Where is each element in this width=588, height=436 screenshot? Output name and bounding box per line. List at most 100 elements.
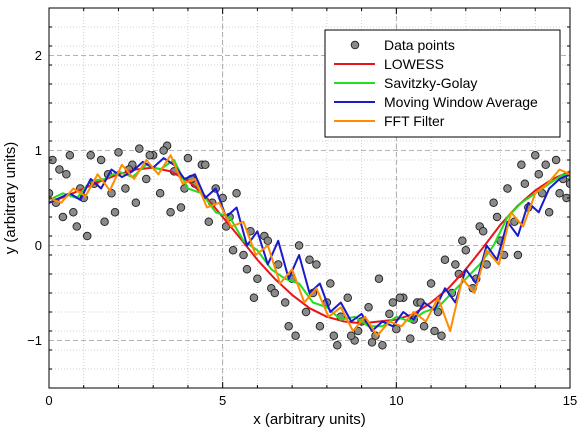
data-point	[110, 207, 120, 217]
data-point	[562, 193, 570, 203]
data-point	[291, 331, 300, 341]
data-point	[301, 307, 311, 317]
y-tick-label: 1	[35, 143, 42, 158]
data-point	[96, 155, 106, 165]
y-axis-label: y (arbitrary units)	[2, 142, 19, 255]
data-point	[520, 179, 530, 188]
series-line-moving-window-average	[49, 157, 570, 332]
data-point	[201, 160, 210, 169]
data-point	[159, 146, 168, 155]
data-point	[374, 274, 384, 284]
data-point	[142, 174, 151, 184]
data-point	[544, 207, 554, 217]
data-point	[135, 144, 144, 153]
y-tick-label: 2	[35, 48, 42, 63]
data-point	[489, 198, 498, 207]
data-point	[343, 293, 352, 303]
data-point	[378, 341, 387, 350]
series-line-fft-filter	[49, 154, 570, 337]
data-point	[121, 184, 130, 193]
series-layer	[49, 154, 570, 337]
data-point	[531, 150, 540, 160]
data-point	[253, 274, 262, 284]
data-point	[305, 255, 314, 264]
data-point	[388, 298, 398, 307]
data-point	[145, 150, 154, 160]
data-point	[204, 217, 214, 226]
data-point	[280, 298, 290, 307]
data-point	[166, 207, 175, 217]
data-point	[263, 236, 273, 245]
legend-label: FFT Filter	[384, 113, 445, 129]
data-point	[541, 160, 550, 169]
data-point	[458, 236, 467, 245]
y-tick-label: 0	[35, 238, 42, 253]
data-point	[517, 160, 526, 169]
data-point	[385, 309, 394, 319]
data-point	[478, 226, 488, 236]
data-point	[284, 322, 293, 331]
data-point	[315, 322, 325, 331]
data-point	[131, 198, 141, 207]
data-point	[419, 322, 429, 331]
data-point	[333, 341, 342, 350]
data-point	[49, 155, 57, 165]
x-tick-label: 0	[45, 393, 52, 408]
data-point	[329, 331, 339, 341]
data-point	[405, 334, 415, 343]
data-point	[58, 212, 68, 222]
y-tick-label: −1	[27, 333, 42, 348]
data-point	[294, 241, 304, 250]
data-point	[72, 222, 82, 231]
data-point	[461, 245, 471, 255]
data-point	[395, 293, 405, 303]
data-point	[367, 338, 377, 347]
data-point	[65, 150, 75, 160]
data-point	[451, 260, 460, 269]
data-point	[353, 326, 363, 336]
data-point	[155, 188, 165, 198]
legend-label: LOWESS	[384, 56, 444, 72]
data-point	[534, 169, 543, 179]
legend: Data points LOWESS Savitzky-Golay Moving Wi…	[324, 29, 561, 138]
data-point	[364, 303, 373, 312]
x-tick-label: 10	[389, 393, 403, 408]
data-point	[551, 155, 561, 165]
data-point	[100, 217, 109, 226]
data-point	[232, 188, 241, 198]
x-axis-label: x (arbitrary units)	[253, 411, 366, 428]
legend-marker-data-points	[350, 40, 360, 50]
legend-label: Moving Window Average	[384, 94, 538, 110]
data-point	[55, 165, 64, 174]
data-point	[82, 231, 92, 241]
data-point	[242, 265, 252, 274]
legend-label: Data points	[384, 37, 455, 53]
data-point	[69, 207, 78, 217]
data-point	[503, 184, 512, 193]
data-point	[565, 179, 570, 188]
data-point	[426, 279, 436, 288]
data-point	[239, 250, 248, 260]
data-point	[114, 148, 123, 157]
data-point	[249, 293, 259, 303]
data-point	[228, 245, 238, 255]
legend-label: Savitzky-Golay	[384, 75, 477, 91]
data-point	[62, 169, 71, 179]
x-tick-label: 5	[219, 393, 226, 408]
data-point	[86, 150, 95, 160]
data-point	[492, 212, 502, 222]
data-point	[346, 331, 356, 341]
x-tick-label: 15	[563, 393, 577, 408]
ticks-layer: 0 5 10 15 −1 0 1 2	[27, 7, 577, 408]
data-point	[270, 288, 280, 298]
data-point	[555, 188, 564, 198]
data-point	[437, 331, 446, 341]
data-point	[430, 326, 439, 336]
data-point	[183, 153, 193, 163]
data-point	[312, 260, 321, 269]
data-point	[513, 250, 523, 260]
data-point	[176, 203, 186, 212]
data-point	[440, 255, 450, 264]
